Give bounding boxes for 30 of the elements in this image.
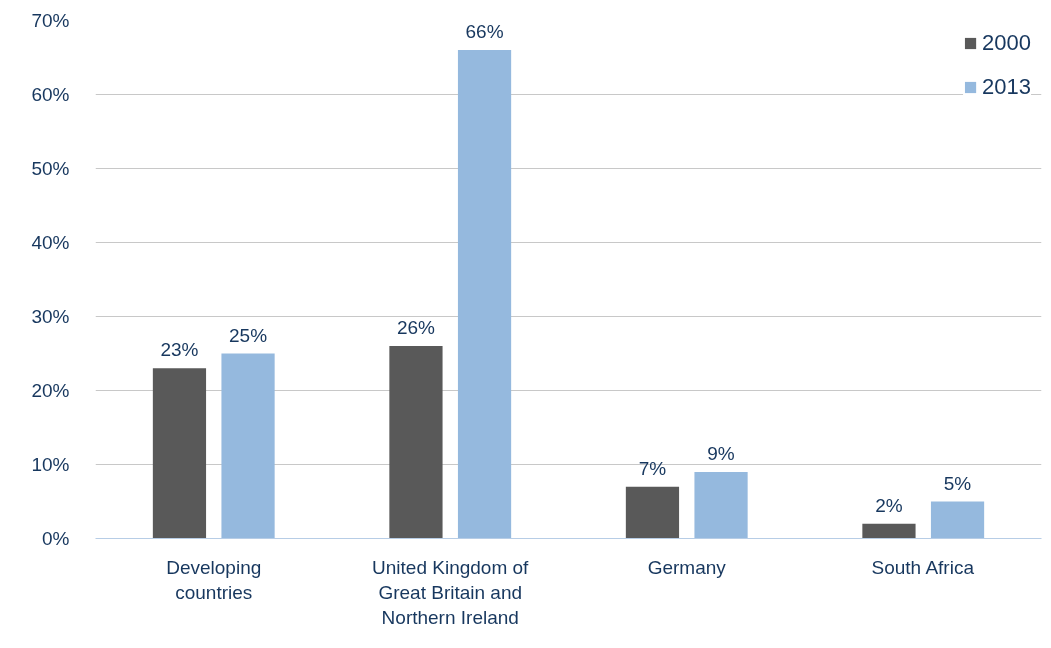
y-tick-label: 20% <box>31 380 70 401</box>
legend-label: 2000 <box>982 30 1031 56</box>
y-tick-label: 0% <box>42 528 70 549</box>
bar <box>457 50 512 539</box>
y-tick-label: 10% <box>31 454 70 475</box>
y-tick-label: 70% <box>31 10 70 31</box>
bar <box>862 523 916 539</box>
x-tick-label: Germany <box>647 556 727 578</box>
data-label: 9% <box>707 442 735 464</box>
data-label: 2% <box>875 494 903 516</box>
data-label: 23% <box>160 339 199 361</box>
y-tick-label: 40% <box>31 232 70 253</box>
data-label: 26% <box>396 317 436 339</box>
bar <box>221 353 275 539</box>
data-label: 7% <box>638 457 667 479</box>
bar <box>694 471 748 539</box>
x-tick-label: United Kingdom of Great Britain and Northern Ireland <box>372 556 530 628</box>
data-label: 25% <box>229 324 268 346</box>
x-tick-label: Developing countries <box>166 556 262 603</box>
bar <box>625 486 680 539</box>
bar <box>930 501 985 539</box>
data-label: 66% <box>465 21 504 43</box>
y-tick-label: 60% <box>31 84 70 105</box>
y-tick-label: 30% <box>31 306 70 327</box>
bar <box>152 368 207 539</box>
y-tick-label: 50% <box>31 158 70 179</box>
x-tick-label: South Africa <box>871 556 975 578</box>
legend-label: 2013 <box>982 74 1031 100</box>
data-label: 5% <box>943 472 972 494</box>
bar <box>389 346 443 539</box>
